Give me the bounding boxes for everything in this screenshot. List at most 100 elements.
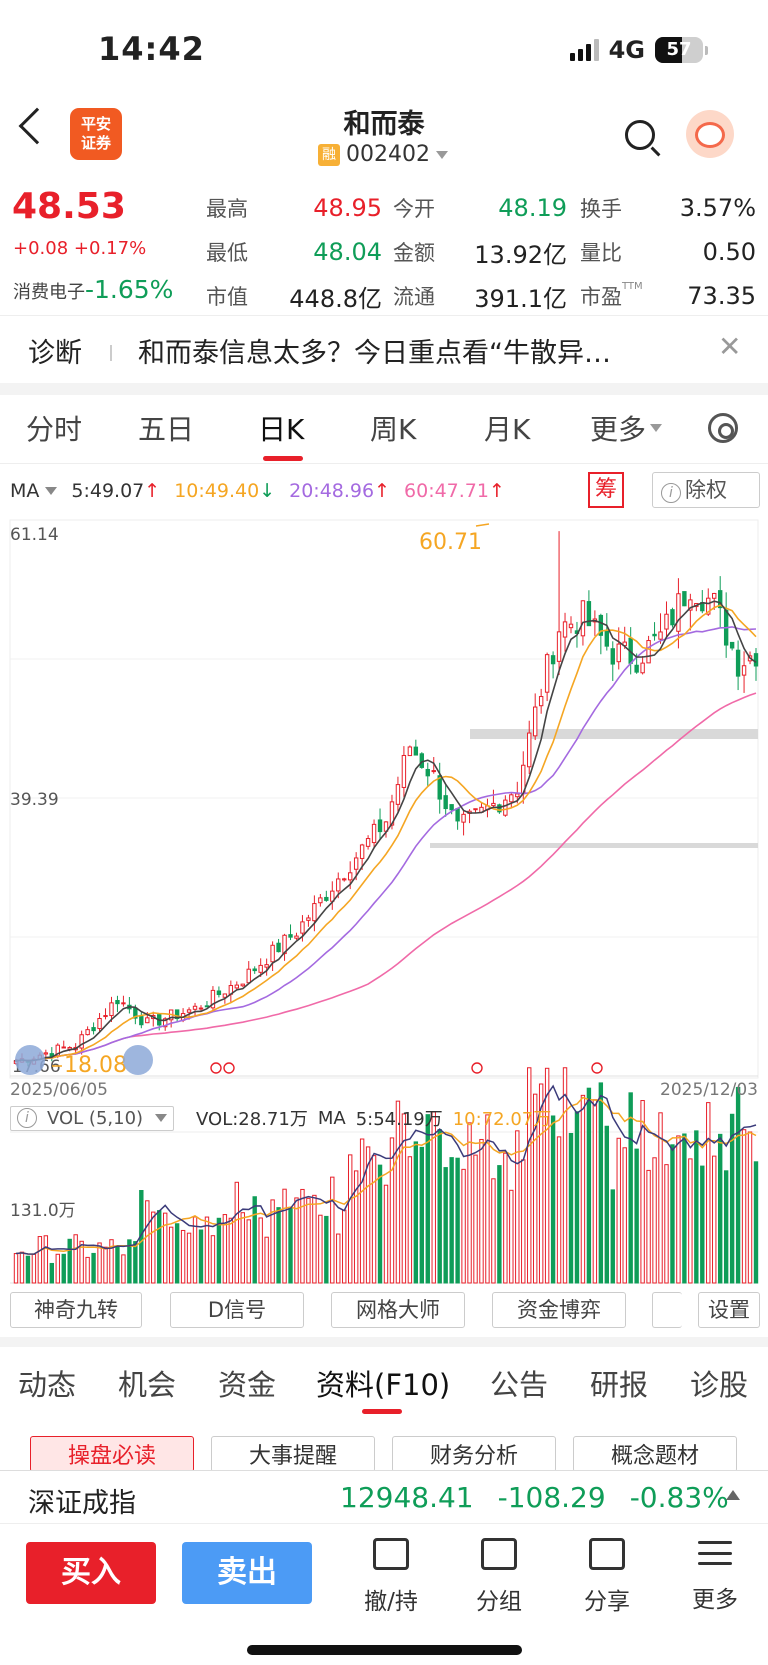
indicator-button-more[interactable] (652, 1292, 682, 1328)
candle-body (455, 808, 460, 822)
volume-bar (383, 1184, 389, 1284)
sector-info[interactable]: 消费电子-1.65% (13, 275, 174, 304)
adjust-rights-button[interactable]: i 除权 (652, 472, 760, 508)
high-marker-label: 60.71 (419, 530, 482, 555)
tab-weekly-k[interactable]: 周K (370, 413, 417, 446)
volume-bar (324, 1215, 329, 1284)
diagnosis-bar[interactable] (0, 315, 768, 383)
tab-more[interactable]: 更多 (590, 408, 663, 448)
ma5-value: 5:49.07↑ (71, 480, 161, 502)
volume-bar (359, 1138, 365, 1284)
candle-body (461, 813, 466, 823)
tab-opportunity[interactable]: 机会 (118, 1368, 177, 1402)
volume-bar (228, 1217, 234, 1284)
cancel-holdings-button[interactable]: 撤/持 (346, 1538, 436, 1616)
tab-announcements[interactable]: 公告 (490, 1368, 549, 1402)
candle-body (79, 1034, 84, 1049)
candle-body (186, 1009, 192, 1013)
indicator-button-grid-master[interactable]: 网格大师 (331, 1292, 465, 1328)
search-icon[interactable] (625, 120, 655, 150)
volume-bar (729, 1113, 735, 1284)
ma5-line (15, 600, 757, 1062)
margin-badge: 融 (318, 143, 340, 166)
volume-bar (455, 1157, 460, 1284)
candle-body (712, 592, 717, 599)
assistant-avatar[interactable] (686, 110, 734, 158)
indicator-settings-button[interactable]: 设置 (698, 1292, 760, 1328)
volume-bar (371, 1155, 377, 1284)
volume-bar (735, 1086, 741, 1284)
index-change-pct: -0.83% (629, 1481, 729, 1514)
event-marker-icon[interactable] (591, 1062, 603, 1074)
tab-f10[interactable]: 资料(F10) (316, 1368, 451, 1402)
scroll-left-icon[interactable] (15, 1045, 45, 1075)
chip-distribution-button[interactable]: 筹 (588, 472, 624, 508)
volume-bar (157, 1210, 162, 1284)
candle-body (562, 621, 568, 638)
indicator-button-capital-game[interactable]: 资金博弈 (492, 1292, 626, 1328)
chip-financial-analysis[interactable]: 财务分析 (392, 1436, 556, 1472)
volume-bar (300, 1188, 305, 1284)
volume-bar (127, 1239, 132, 1284)
diagnosis-text[interactable]: 和而泰信息太多？今日重点看“牛散异… (138, 338, 611, 369)
volume-selector[interactable]: i VOL (5,10) (10, 1105, 175, 1131)
volume-bar (532, 1093, 538, 1284)
gear-icon[interactable] (708, 413, 738, 443)
index-ticker-bar[interactable] (0, 1470, 768, 1524)
volume-bar (688, 1158, 693, 1284)
expand-up-icon[interactable] (726, 1490, 740, 1500)
buy-button[interactable]: 买入 (26, 1542, 156, 1604)
tab-research[interactable]: 研报 (590, 1368, 649, 1402)
chip-must-read[interactable]: 操盘必读 (30, 1436, 194, 1472)
close-icon[interactable]: ✕ (718, 330, 742, 363)
vol-ma5-line (15, 1084, 757, 1255)
candle-body (258, 964, 263, 973)
ma10-line (15, 604, 757, 1062)
volume-bar (521, 1159, 526, 1284)
volume-y-label: 131.0万 (10, 1201, 76, 1221)
status-time: 14:42 (98, 30, 205, 68)
volume-bar (234, 1181, 240, 1284)
more-button[interactable]: 更多 (670, 1538, 760, 1614)
ma-selector[interactable]: MA (10, 480, 58, 502)
candle-body (407, 746, 413, 757)
candle-body (276, 942, 281, 953)
share-button[interactable]: 分享 (562, 1538, 652, 1616)
volume-bar (210, 1235, 216, 1284)
chip-events[interactable]: 大事提醒 (211, 1436, 375, 1472)
kline-chart[interactable]: 61.14 39.39 17.66 60.71 18.08 131.0万 (0, 0, 768, 1290)
volume-bar (407, 1156, 413, 1284)
group-button[interactable]: 分组 (454, 1538, 544, 1616)
volume-bar (19, 1251, 25, 1284)
candle-body (162, 1018, 168, 1028)
volume-bar (312, 1194, 317, 1284)
chip-concepts[interactable]: 概念题材 (573, 1436, 737, 1472)
info-icon: i (17, 1108, 37, 1128)
event-marker-icon[interactable] (223, 1062, 235, 1074)
tab-daily-k[interactable]: 日K (258, 413, 305, 446)
candle-body (676, 593, 681, 632)
tab-monthly-k[interactable]: 月K (484, 413, 531, 446)
tab-news[interactable]: 动态 (18, 1368, 77, 1402)
event-marker-icon[interactable] (471, 1062, 483, 1074)
tab-capital[interactable]: 资金 (218, 1368, 277, 1402)
volume-bar (264, 1236, 269, 1284)
tab-diagnose-stock[interactable]: 诊股 (690, 1368, 749, 1402)
zoom-icon[interactable] (123, 1045, 153, 1075)
sell-button[interactable]: 卖出 (182, 1542, 312, 1604)
stock-code-selector[interactable]: 融 002402 (318, 142, 448, 167)
volume-bar (276, 1207, 281, 1284)
volume-bar (306, 1197, 311, 1284)
candle-body (556, 631, 562, 662)
event-marker-icon[interactable] (210, 1062, 222, 1074)
tab-five-day[interactable]: 五日 (138, 413, 195, 446)
indicator-button-d-signal[interactable]: D信号 (170, 1292, 304, 1328)
tab-intraday[interactable]: 分时 (26, 413, 83, 446)
volume-bar (270, 1199, 275, 1284)
stock-code: 002402 (346, 142, 430, 167)
candle-body (210, 989, 216, 1009)
indicator-button-nine-turns[interactable]: 神奇九转 (10, 1292, 142, 1328)
candle-body (437, 775, 442, 800)
price-change: +0.08 +0.17% (13, 238, 147, 259)
candle-body (688, 599, 693, 611)
